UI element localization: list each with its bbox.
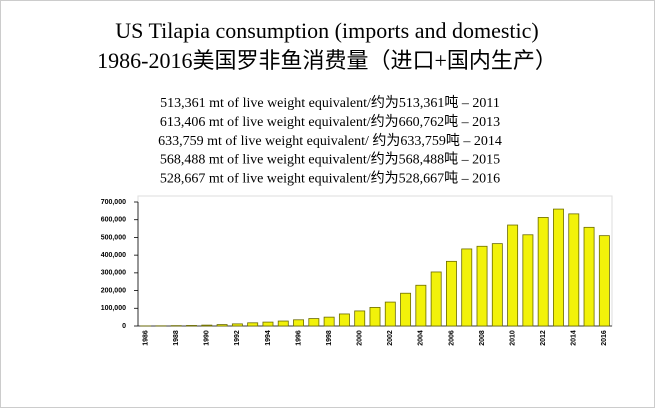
bar <box>262 321 274 327</box>
x-tick-label: 2012 <box>540 330 547 346</box>
y-tick-label: 600,000 <box>101 217 126 224</box>
x-tick-label: 2010 <box>509 330 516 346</box>
bar <box>522 234 534 327</box>
x-tick-label: 1990 <box>204 330 211 346</box>
x-tick-label: 1992 <box>234 330 241 346</box>
y-tick-label: 300,000 <box>101 270 126 277</box>
y-tick-label: 500,000 <box>101 234 126 241</box>
annotation: 568,488 mt of live weight equivalent/约为5… <box>160 152 500 168</box>
bar <box>415 284 427 327</box>
x-tick-label: 1986 <box>142 330 149 346</box>
annotation: 613,406 mt of live weight equivalent/约为6… <box>160 114 500 130</box>
bar <box>323 316 335 327</box>
y-tick-label: 200,000 <box>101 287 126 294</box>
bar <box>338 313 350 327</box>
bar <box>247 322 259 327</box>
bar <box>293 319 304 327</box>
bar <box>216 324 228 327</box>
x-tick-label: 2002 <box>387 330 394 346</box>
bar <box>186 325 197 327</box>
x-tick-label: 2008 <box>479 330 486 346</box>
bar <box>446 260 457 327</box>
x-tick-label: 2014 <box>571 330 578 346</box>
annotation: 633,759 mt of live weight equivalent/ 约为… <box>158 133 502 149</box>
bar <box>354 310 366 327</box>
bar <box>369 306 381 327</box>
x-tick-label: 1996 <box>295 330 302 346</box>
chart-title: US Tilapia consumption (imports and dome… <box>115 18 539 43</box>
annotation: 513,361 mt of live weight equivalent/约为5… <box>160 95 500 111</box>
annotation: 528,667 mt of live weight equivalent/约为5… <box>160 170 500 186</box>
chart-subtitle: 1986-2016美国罗非鱼消费量（进口+国内生产） <box>97 48 557 73</box>
bar <box>598 235 610 327</box>
x-tick-label: 1994 <box>265 330 272 346</box>
bar <box>400 292 412 327</box>
y-tick-label: 400,000 <box>101 252 126 259</box>
y-tick-label: 100,000 <box>101 305 126 312</box>
bar <box>308 318 320 327</box>
x-tick-label: 1998 <box>326 330 333 346</box>
bar <box>491 243 503 327</box>
bar <box>507 224 519 327</box>
x-tick-label: 2016 <box>601 330 608 346</box>
bar <box>430 271 442 327</box>
y-tick-label: 700,000 <box>101 199 126 206</box>
x-tick-label: 2004 <box>418 330 425 346</box>
bar <box>583 226 595 327</box>
y-tick-label: 0 <box>122 323 126 330</box>
bar <box>553 208 564 327</box>
bar <box>461 248 473 327</box>
x-tick-label: 2006 <box>448 330 455 346</box>
x-tick-label: 1988 <box>173 330 180 346</box>
bar <box>568 213 580 327</box>
bar <box>537 217 549 327</box>
bar <box>201 324 213 327</box>
bar <box>476 245 488 327</box>
bar <box>231 323 243 327</box>
x-tick-label: 2000 <box>357 330 364 346</box>
bar <box>384 301 396 327</box>
bar <box>277 320 289 327</box>
